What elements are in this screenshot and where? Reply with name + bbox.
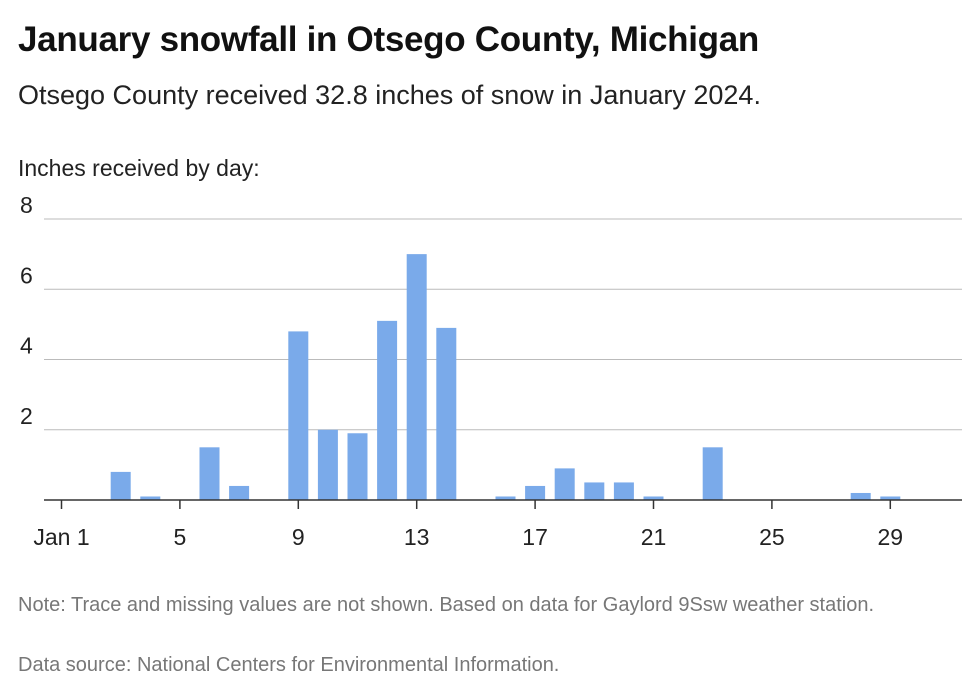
x-tick-label: 29 (878, 524, 904, 550)
grid-lines (44, 218, 962, 431)
y-tick-label: 6 (20, 262, 33, 288)
bar-day-14 (436, 327, 457, 500)
chart-subtitle: Otsego County received 32.8 inches of sn… (18, 80, 761, 110)
bars (110, 254, 901, 500)
bar-day-23 (702, 447, 723, 500)
x-tick-label: 5 (174, 524, 187, 550)
chart-title: January snowfall in Otsego County, Michi… (18, 20, 759, 59)
bar-chart: 2 4 6 8 Jan 1 5 9 13 17 21 25 29 (20, 192, 962, 550)
bar-day-4 (140, 496, 161, 500)
bar-day-7 (229, 485, 250, 500)
y-tick-label: 4 (20, 333, 33, 359)
bar-day-21 (643, 496, 664, 500)
bar-day-29 (880, 496, 901, 500)
bar-day-13 (406, 254, 427, 500)
x-tick-label: 21 (641, 524, 667, 550)
tick-labels: 2 4 6 8 Jan 1 5 9 13 17 21 25 29 (20, 192, 903, 550)
x-axis (44, 499, 962, 509)
bar-day-18 (554, 468, 575, 500)
y-axis-label: Inches received by day: (18, 155, 260, 181)
bar-day-20 (613, 482, 634, 500)
bar-day-19 (584, 482, 605, 500)
bar-day-12 (377, 320, 398, 500)
bar-day-16 (495, 496, 516, 500)
bar-day-9 (288, 331, 309, 500)
bar-day-28 (850, 492, 871, 500)
bar-day-3 (110, 471, 131, 500)
chart-note: Note: Trace and missing values are not s… (18, 594, 875, 616)
bar-day-11 (347, 433, 368, 500)
data-source: Data source: National Centers for Enviro… (18, 654, 560, 676)
x-tick-label: 25 (759, 524, 785, 550)
y-tick-label: 2 (20, 403, 33, 429)
x-tick-label: 17 (522, 524, 548, 550)
x-tick-label: Jan 1 (33, 524, 89, 550)
bar-day-6 (199, 447, 220, 500)
x-tick-label: 9 (292, 524, 305, 550)
bar-day-10 (317, 429, 338, 500)
bar-day-17 (525, 485, 546, 500)
x-tick-label: 13 (404, 524, 430, 550)
y-tick-label: 8 (20, 192, 33, 218)
